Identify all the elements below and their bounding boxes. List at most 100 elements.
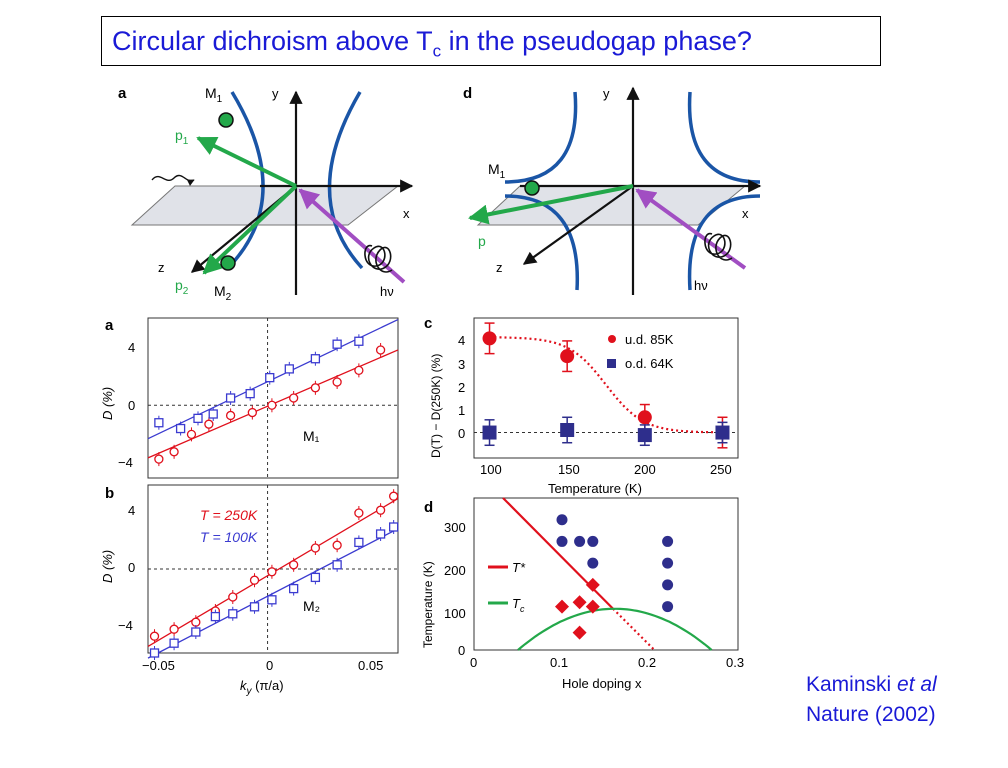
chart-b-annotation: M₂ [303,598,320,614]
data-point [210,611,221,622]
chart-b-xlabel: ky (π/a) [240,678,284,697]
data-point [204,419,214,429]
chart-c-ytick-2: 2 [458,380,465,395]
data-point [662,557,674,569]
chart-panel-a: a 4 0 −4 D (%) M₁ [100,317,399,479]
chart-b-ytick-0: 4 [128,503,135,518]
tc-dome [517,607,713,651]
data-point [587,557,599,569]
chart-c-legend-1: o.d. 64K [625,356,674,371]
chart-d-legend-0: T* [512,560,526,575]
data-point [332,540,342,550]
schematic-d: d M1 p y x z hν [463,85,762,295]
svg-text:M1: M1 [488,161,506,181]
chart-panel-c: c 4 3 2 1 0 100 150 200 250 Temperature … [424,315,739,496]
chart-d-xtick-3: 0.3 [726,655,744,670]
m2-circle-a [220,255,236,271]
svg-text:p2: p2 [175,277,189,297]
chart-d-ylabel: Temperature (K) [421,561,435,648]
data-point [332,339,342,349]
chart-c-xtick-2: 200 [634,462,656,477]
data-point [154,454,164,464]
chart-c-panel: c [424,315,432,332]
data-point [585,599,600,614]
data-point [267,400,277,410]
chart-c-xtick-0: 100 [480,462,502,477]
m1-circle-a [218,112,234,128]
chart-b-xtick-1: 0 [266,658,273,673]
data-point [662,601,674,613]
data-point [191,627,201,637]
data-point [354,336,364,346]
data-point [556,514,568,526]
citation: Kaminski et al Nature (2002) [806,673,937,726]
data-point [284,364,294,374]
data-point [289,393,299,403]
data-point [375,529,386,539]
chart-panel-b: b 4 0 −4 D (%) −0.05 0 0.05 ky (π/a) T =… [100,484,399,697]
svg-text:x: x [742,206,749,221]
data-point [354,537,364,548]
data-point [637,428,652,443]
svg-text:y: y [272,86,279,101]
chart-d-legend-1: Tc [512,596,525,614]
chart-a-panel: a [105,317,114,334]
data-point [662,535,674,547]
data-point [186,429,197,440]
data-point [225,393,236,403]
chart-panel-d: d 300 200 100 0 0 0.1 0.2 0.3 Hole dopin… [421,497,744,691]
data-point [289,560,299,570]
chart-c-ytick-4: 0 [458,426,465,441]
data-point [249,602,260,612]
data-point [572,595,587,610]
data-point [310,543,321,553]
fit-curve [489,336,729,434]
chart-d-panel: d [424,499,433,516]
chart-d-ytick-1: 200 [444,563,466,578]
data-point [482,425,497,440]
chart-c-ylabel: D(T) − D(250K) (%) [429,354,443,458]
data-point [574,535,586,547]
chart-c-legend-square [607,359,616,368]
data-point [310,383,321,393]
svg-text:hν: hν [694,278,708,293]
data-point [149,631,160,641]
chart-b-ytick-2: −4 [118,618,133,633]
slide-title: Circular dichroism above Tc in the pseud… [112,26,752,61]
chart-b-ytick-1: 0 [128,560,135,575]
chart-d-ytick-3: 0 [458,643,465,658]
data-point [560,423,575,437]
data-point [265,372,275,383]
chart-d-ytick-2: 100 [444,606,466,621]
data-point [228,592,238,602]
data-point [154,418,164,428]
chart-d-xtick-2: 0.2 [638,655,656,670]
title-box: Circular dichroism above Tc in the pseud… [101,16,881,66]
chart-c-ytick-0: 4 [458,333,465,348]
chart-d-xtick-1: 0.1 [550,655,568,670]
data-point [169,447,179,457]
panel-label-d-top: d [463,85,472,102]
chart-a-ylabel: D (%) [100,387,115,420]
chart-d-xtick-0: 0 [470,655,477,670]
chart-a-annotation: M₁ [303,428,320,444]
chart-b-legend-1: T = 100K [200,529,258,545]
data-point [662,579,674,591]
chart-c-legend-dot [608,335,616,343]
svg-text:y: y [603,86,610,101]
data-point [267,567,277,577]
svg-text:z: z [496,260,503,275]
chart-b-legend-0: T = 250K [200,507,258,523]
chart-a-ytick-1: 0 [128,398,135,413]
data-point [389,491,399,501]
svg-text:M2: M2 [214,283,232,303]
schematic-a: a M1 p1 p2 M2 y x z hν [118,85,414,303]
chart-c-legend-0: u.d. 85K [625,332,674,347]
chart-b-xtick-0: −0.05 [142,658,175,673]
svg-text:p1: p1 [175,127,189,147]
chart-b-xtick-2: 0.05 [358,658,383,673]
data-point [354,365,364,376]
data-point [310,572,321,583]
data-point [228,609,238,619]
data-point [332,560,342,570]
